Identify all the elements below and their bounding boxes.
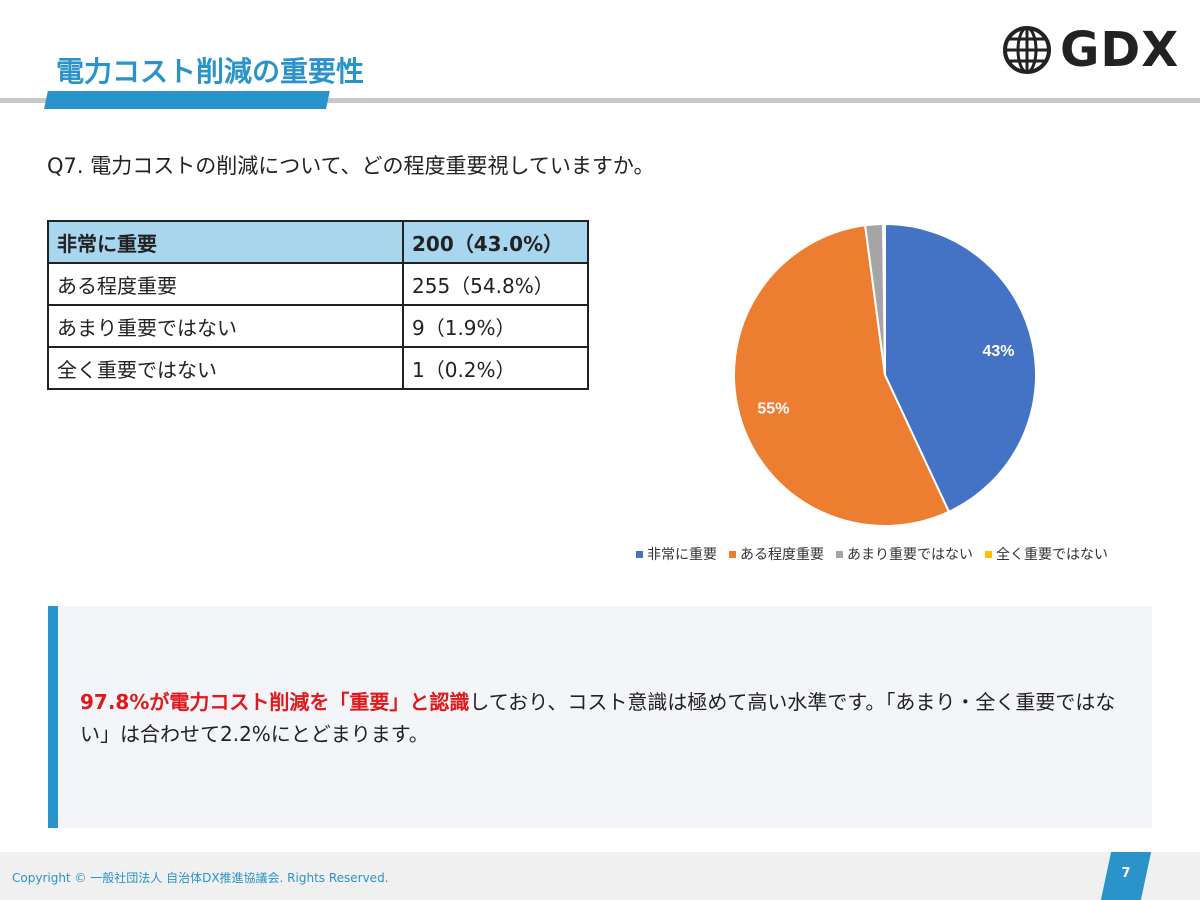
- page-title: 電力コスト削減の重要性: [56, 55, 365, 88]
- pie-chart: 43% 55%: [733, 222, 1037, 527]
- copyright-text: Copyright © 一般社団法人 自治体DX推進協議会. Rights Re…: [12, 871, 389, 885]
- summary-emphasis: 97.8%が電力コスト削減を「重要」と認識: [80, 690, 470, 714]
- gdx-logo: GDX: [1002, 24, 1182, 76]
- pie-slice-2: [733, 224, 951, 527]
- summary-accent-bar: [48, 606, 58, 828]
- legend-label: あまり重要ではない: [847, 547, 973, 563]
- table-row: あまり重要ではない 9（1.9%）: [47, 304, 589, 348]
- table-row: 全く重要ではない 1（0.2%）: [47, 346, 589, 390]
- row-label: ある程度重要: [47, 262, 404, 306]
- summary-box: 97.8%が電力コスト削減を「重要」と認識しており、コスト意識は極めて高い水準で…: [48, 606, 1152, 828]
- legend-label: ある程度重要: [740, 547, 824, 563]
- row-label: 全く重要ではない: [47, 346, 404, 390]
- row-label: 非常に重要: [47, 220, 404, 264]
- row-value: 255（54.8%）: [402, 262, 589, 306]
- footer: Copyright © 一般社団法人 自治体DX推進協議会. Rights Re…: [0, 852, 1200, 900]
- legend-swatch: [836, 550, 843, 558]
- results-table: 非常に重要 200（43.0%） ある程度重要 255（54.8%） あまり重要…: [47, 220, 589, 390]
- summary-text: 97.8%が電力コスト削減を「重要」と認識しており、コスト意識は極めて高い水準で…: [80, 686, 1120, 750]
- legend-item: 非常に重要: [636, 544, 717, 564]
- pie-slice-4: [882, 222, 886, 376]
- legend-swatch: [729, 550, 736, 558]
- legend-swatch: [985, 550, 992, 558]
- title-underline: [0, 98, 1200, 103]
- row-label: あまり重要ではない: [47, 304, 404, 348]
- table-row: ある程度重要 255（54.8%）: [47, 262, 589, 306]
- pie-data-label: 43%: [982, 343, 1014, 360]
- legend-item: 全く重要ではない: [985, 544, 1108, 564]
- question-text: Q7. 電力コストの削減について、どの程度重要視していますか。: [47, 154, 655, 178]
- pie-slice-1: [884, 222, 1037, 514]
- row-value: 9（1.9%）: [402, 304, 589, 348]
- legend-swatch: [636, 550, 643, 558]
- legend-label: 非常に重要: [647, 547, 717, 563]
- globe-icon: [1003, 26, 1051, 74]
- row-value: 200（43.0%）: [402, 220, 589, 264]
- pie-data-label: 55%: [757, 401, 789, 418]
- legend-item: ある程度重要: [729, 544, 824, 564]
- table-row: 非常に重要 200（43.0%）: [47, 220, 589, 264]
- chart-legend: 非常に重要 ある程度重要 あまり重要ではない 全く重要ではない: [636, 544, 1108, 564]
- logo-text: GDX: [1060, 22, 1180, 78]
- row-value: 1（0.2%）: [402, 346, 589, 390]
- legend-item: あまり重要ではない: [836, 544, 973, 564]
- legend-label: 全く重要ではない: [996, 547, 1108, 563]
- title-accent-band: [44, 91, 330, 109]
- page-number: 7: [1121, 866, 1131, 881]
- summary-body: しており、コスト意識は極めて高い水準です。「あまり・全く重要ではない」は合わせて…: [80, 690, 1116, 746]
